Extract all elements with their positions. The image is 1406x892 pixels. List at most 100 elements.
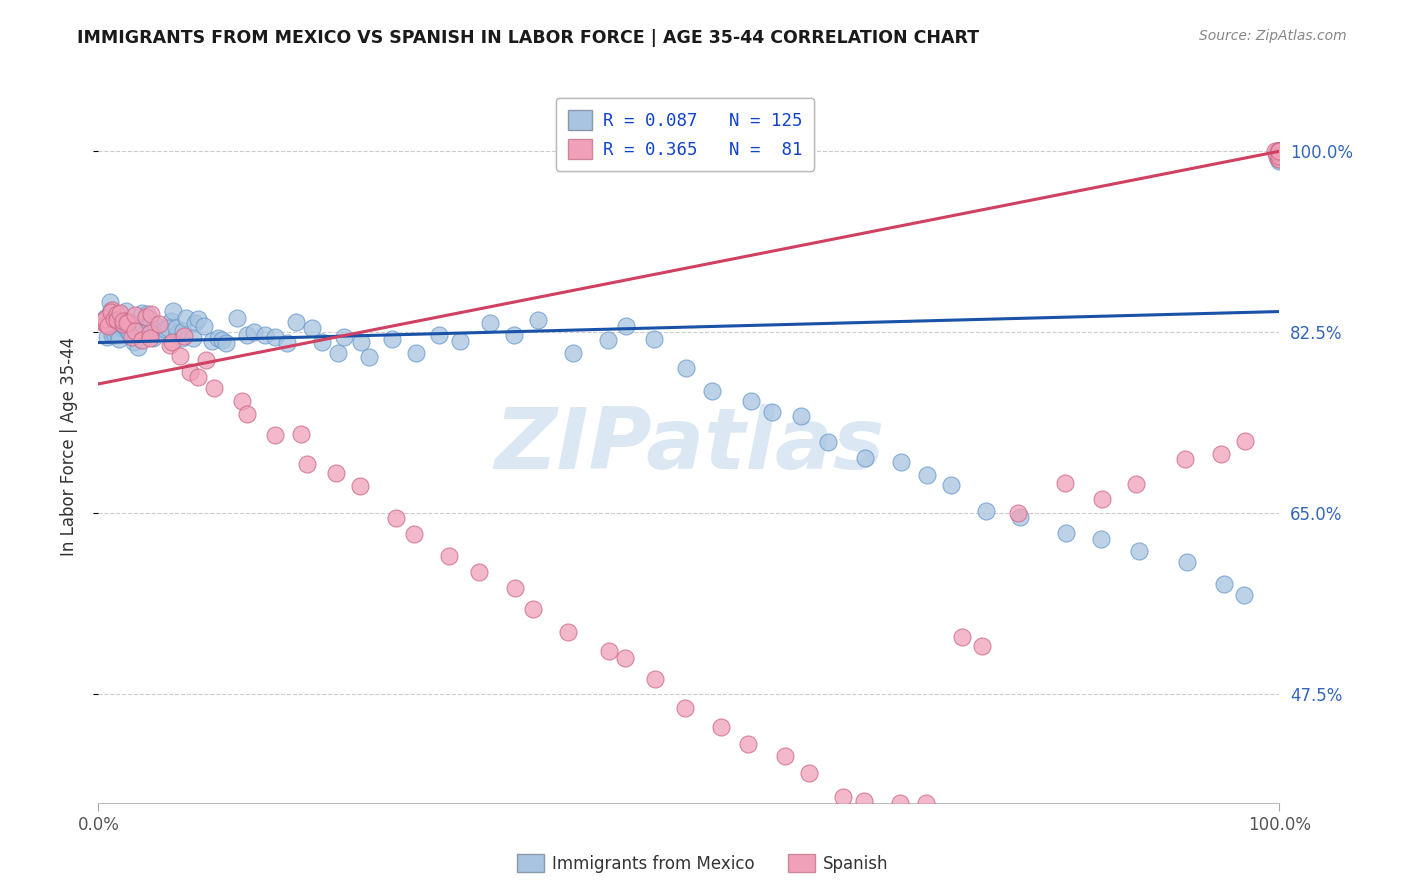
Point: [143, 318, 166, 333]
Point: [181, 331, 204, 345]
Point: [1054, 526, 1077, 541]
Point: [98, 295, 121, 310]
Point: [890, 455, 912, 469]
Point: [1007, 506, 1029, 520]
Point: [502, 328, 524, 343]
Point: [139, 330, 162, 344]
Point: [1090, 533, 1112, 547]
Point: [290, 427, 312, 442]
Point: [107, 312, 129, 326]
Point: [160, 314, 183, 328]
Point: [1268, 146, 1291, 161]
Point: [96, 317, 118, 331]
Point: [173, 328, 195, 343]
Point: [1268, 146, 1291, 161]
Point: [737, 737, 759, 751]
Text: Source: ZipAtlas.com: Source: ZipAtlas.com: [1199, 29, 1347, 44]
Point: [90, 315, 112, 329]
Point: [276, 335, 298, 350]
Point: [359, 350, 381, 364]
Point: [104, 309, 127, 323]
Point: [101, 328, 124, 343]
Point: [104, 327, 127, 342]
Point: [350, 334, 373, 349]
Point: [1268, 145, 1291, 159]
Point: [972, 639, 994, 653]
Point: [381, 332, 404, 346]
Point: [166, 327, 188, 342]
Point: [1267, 145, 1289, 160]
Point: [117, 324, 139, 338]
Point: [710, 720, 733, 734]
Point: [644, 672, 666, 686]
Point: [211, 333, 233, 347]
Point: [111, 318, 134, 332]
Point: [107, 326, 129, 341]
Point: [1268, 145, 1291, 159]
Point: [889, 796, 911, 810]
Point: [740, 393, 762, 408]
Point: [1268, 145, 1291, 160]
Point: [1268, 147, 1291, 161]
Point: [101, 324, 124, 338]
Point: [124, 324, 146, 338]
Point: [165, 321, 187, 335]
Point: [124, 308, 146, 322]
Point: [1175, 555, 1198, 569]
Point: [1265, 147, 1288, 161]
Point: [503, 582, 526, 596]
Point: [1268, 145, 1291, 159]
Point: [121, 330, 143, 344]
Point: [94, 312, 117, 326]
Point: [1268, 145, 1291, 159]
Point: [195, 353, 218, 368]
Point: [105, 307, 128, 321]
Point: [439, 549, 461, 563]
Point: [853, 795, 876, 809]
Point: [105, 311, 128, 326]
Point: [773, 749, 796, 764]
Point: [1268, 145, 1291, 159]
Point: [264, 428, 287, 442]
Point: [295, 457, 318, 471]
Point: [200, 334, 222, 349]
Point: [236, 328, 259, 343]
Point: [96, 318, 118, 332]
Point: [1128, 543, 1150, 558]
Point: [914, 796, 936, 810]
Point: [101, 302, 124, 317]
Point: [112, 318, 135, 333]
Point: [1267, 149, 1289, 163]
Point: [1268, 145, 1291, 159]
Point: [97, 318, 120, 333]
Point: [263, 330, 285, 344]
Point: [120, 326, 142, 340]
Point: [157, 320, 180, 334]
Point: [139, 307, 162, 321]
Point: [1268, 149, 1291, 163]
Point: [1268, 145, 1291, 159]
Point: [97, 309, 120, 323]
Point: [93, 311, 115, 326]
Point: [1268, 146, 1291, 161]
Point: [115, 303, 138, 318]
Point: [817, 434, 839, 449]
Point: [1213, 577, 1236, 591]
Point: [1264, 145, 1286, 159]
Point: [214, 335, 236, 350]
Point: [1268, 145, 1291, 159]
Point: [135, 307, 157, 321]
Point: [179, 365, 201, 379]
Point: [138, 315, 160, 329]
Point: [1234, 434, 1257, 448]
Point: [172, 324, 194, 338]
Point: [561, 346, 583, 360]
Point: [284, 315, 307, 329]
Text: ZIPatlas: ZIPatlas: [494, 404, 884, 488]
Point: [115, 321, 138, 335]
Point: [1265, 149, 1288, 163]
Point: [429, 327, 451, 342]
Point: [125, 317, 148, 331]
Point: [162, 304, 184, 318]
Point: [93, 315, 115, 329]
